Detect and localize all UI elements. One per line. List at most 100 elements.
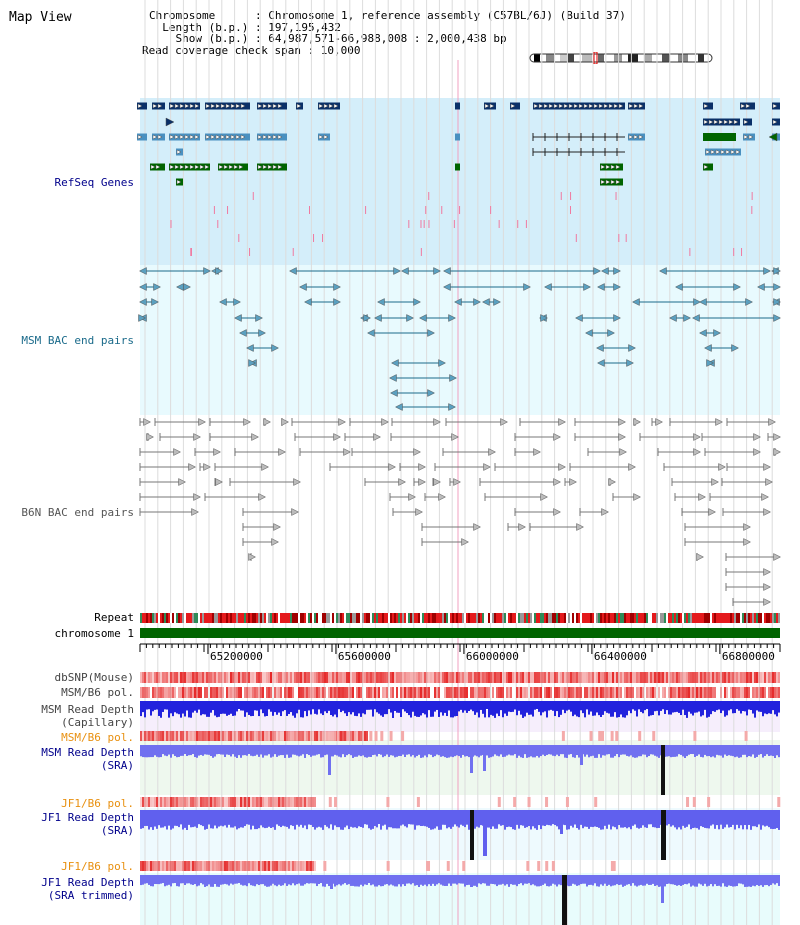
b6n-bac-end bbox=[753, 448, 762, 456]
gene-arrow bbox=[628, 134, 634, 140]
gene-arrow bbox=[296, 103, 302, 109]
read-depth-bar bbox=[516, 810, 518, 825]
heat-cell bbox=[188, 687, 190, 698]
read-depth-bar bbox=[478, 701, 480, 718]
heat-cell bbox=[776, 672, 778, 683]
heat-cell bbox=[188, 797, 190, 807]
heat-cell bbox=[328, 731, 330, 741]
read-depth-bar bbox=[590, 745, 592, 757]
read-depth-bar bbox=[754, 810, 756, 827]
heat-cell bbox=[222, 687, 224, 698]
read-depth-bar bbox=[310, 701, 312, 715]
heat-cell bbox=[350, 687, 352, 698]
heat-cell bbox=[682, 687, 684, 698]
read-depth-bar bbox=[256, 875, 258, 885]
b6n-bac-end bbox=[558, 418, 567, 426]
refseq-genes-label[interactable]: RefSeq Genes bbox=[54, 176, 134, 189]
msm-bac-end bbox=[481, 298, 490, 306]
msm-bac-end bbox=[584, 329, 593, 337]
msm-bac-end bbox=[773, 298, 782, 306]
heat-cell bbox=[278, 731, 280, 741]
gene-arrow bbox=[610, 179, 616, 185]
read-depth-bar bbox=[744, 810, 746, 826]
gene-arrow bbox=[713, 119, 719, 125]
gene-arrow bbox=[240, 134, 246, 140]
msm-bac-end bbox=[613, 314, 622, 322]
read-depth-bar bbox=[488, 810, 490, 828]
heat-cell bbox=[174, 861, 176, 871]
b6n-bac-label[interactable]: B6N BAC end pairs bbox=[21, 506, 134, 519]
repeat-element bbox=[576, 613, 578, 623]
jf1-b6-pol-label-2[interactable]: JF1/B6 pol. bbox=[61, 860, 134, 873]
read-depth-bar bbox=[368, 810, 370, 829]
msm-bac-end bbox=[248, 359, 257, 367]
read-depth-bar bbox=[564, 745, 566, 758]
msm-read-depth-sra-label[interactable]: MSM Read Depth (SRA) bbox=[41, 746, 134, 772]
read-depth-bar bbox=[324, 745, 326, 756]
jf1-read-depth-trimmed-label[interactable]: JF1 Read Depth (SRA trimmed) bbox=[41, 876, 134, 902]
read-depth-bar bbox=[578, 810, 580, 830]
read-depth-bar bbox=[244, 875, 246, 886]
heat-cell bbox=[304, 672, 306, 683]
repeat-label[interactable]: Repeat bbox=[94, 611, 134, 624]
repeat-element bbox=[166, 613, 168, 623]
heat-cell bbox=[518, 687, 520, 698]
heat-cell bbox=[720, 687, 722, 698]
heat-cell bbox=[218, 731, 220, 741]
read-depth-bar bbox=[306, 810, 308, 830]
read-depth-bar bbox=[212, 701, 214, 711]
read-depth-bar bbox=[750, 810, 752, 830]
gene-arrow bbox=[176, 149, 182, 155]
jf1-b6-pol-label[interactable]: JF1/B6 pol. bbox=[61, 797, 134, 810]
read-depth-bar bbox=[444, 810, 446, 825]
b6n-bac-end bbox=[418, 478, 427, 486]
read-depth-bar bbox=[378, 701, 380, 714]
read-depth-bar bbox=[362, 701, 364, 714]
heat-cell bbox=[178, 731, 180, 741]
read-depth-bar bbox=[158, 745, 160, 758]
read-depth-bar bbox=[314, 745, 316, 756]
read-depth-bar bbox=[188, 810, 190, 825]
read-depth-bar bbox=[388, 745, 390, 757]
b6n-bac-end bbox=[178, 478, 187, 486]
repeat-element bbox=[736, 613, 738, 623]
read-depth-bar bbox=[636, 745, 638, 758]
read-depth-bar bbox=[704, 745, 706, 755]
heat-cell bbox=[352, 687, 354, 698]
msm-read-depth-capillary-label[interactable]: MSM Read Depth (Capillary) bbox=[41, 703, 134, 729]
read-depth-bar bbox=[400, 701, 402, 718]
read-depth-bar bbox=[398, 745, 400, 756]
read-depth-bar bbox=[186, 745, 188, 757]
repeat-element bbox=[286, 613, 288, 623]
repeat-element bbox=[580, 613, 582, 623]
msm-b6-pol-label[interactable]: MSM/B6 pol. bbox=[61, 686, 134, 699]
heat-cell bbox=[210, 797, 212, 807]
read-depth-bar bbox=[444, 875, 446, 886]
jf1-read-depth-sra-label[interactable]: JF1 Read Depth (SRA) bbox=[41, 811, 134, 837]
read-depth-bar bbox=[362, 810, 364, 828]
read-depth-bar bbox=[624, 810, 626, 828]
gene-arrow bbox=[235, 103, 241, 109]
heat-cell bbox=[545, 861, 549, 871]
repeat-element bbox=[300, 613, 302, 623]
heat-cell bbox=[458, 672, 460, 683]
read-depth-bar bbox=[218, 745, 220, 755]
dbsnp-label[interactable]: dbSNP(Mouse) bbox=[54, 671, 134, 684]
msm-bac-end bbox=[473, 298, 482, 306]
read-depth-bar bbox=[590, 810, 592, 827]
heat-cell bbox=[726, 687, 728, 698]
msm-b6-pol-orange-label[interactable]: MSM/B6 pol. bbox=[61, 731, 134, 744]
read-depth-bar bbox=[622, 810, 624, 828]
gene-arrow bbox=[748, 134, 754, 140]
repeat-element bbox=[538, 613, 540, 623]
msm-bac-label[interactable]: MSM BAC end pairs bbox=[21, 334, 134, 347]
read-depth-bar bbox=[264, 875, 266, 886]
read-depth-bar bbox=[232, 875, 234, 885]
read-depth-bar bbox=[262, 745, 264, 758]
repeat-element bbox=[634, 613, 636, 623]
repeat-element bbox=[760, 613, 762, 623]
heat-cell bbox=[384, 687, 386, 698]
read-depth-bar bbox=[214, 875, 216, 884]
repeat-element bbox=[562, 613, 564, 623]
